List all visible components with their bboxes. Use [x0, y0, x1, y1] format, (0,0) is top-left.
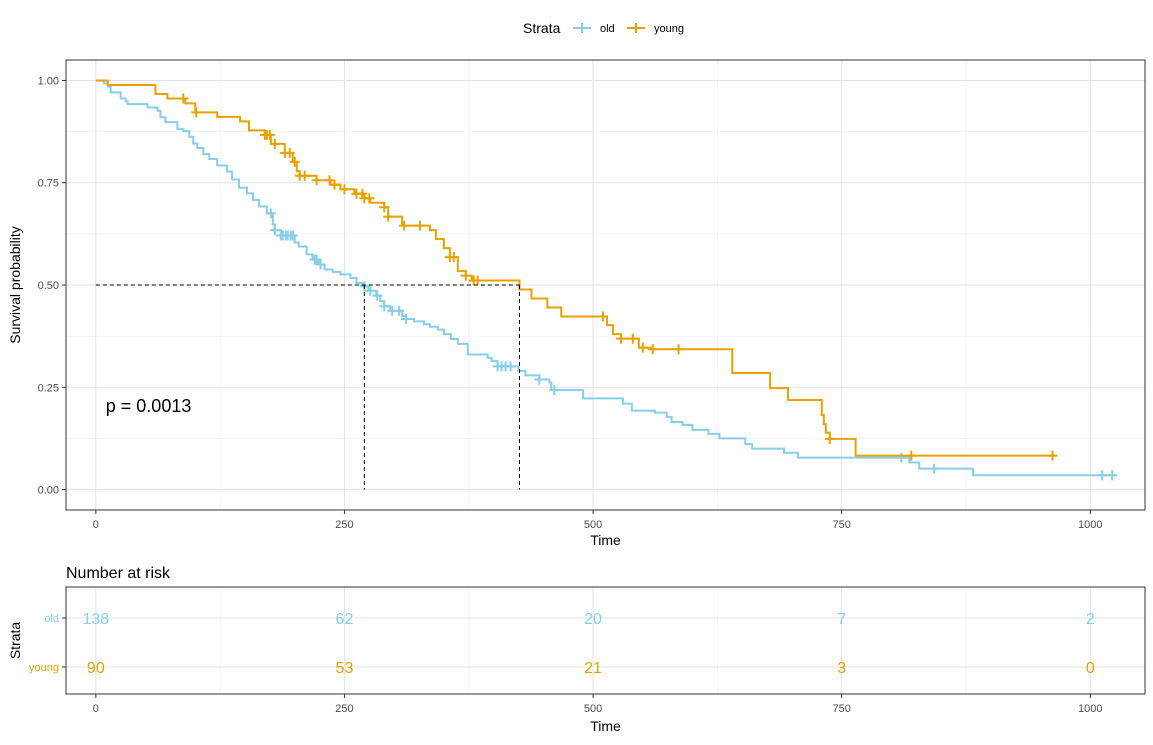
x-tick-label: 750 — [833, 519, 851, 531]
censor-mark-young — [311, 175, 322, 186]
x-tick-label: 0 — [93, 519, 99, 531]
censor-mark-old — [534, 374, 545, 385]
censor-mark-young — [472, 275, 483, 286]
x-tick-label: 1000 — [1078, 519, 1102, 531]
censor-mark-young — [379, 202, 390, 213]
risk-x-axis-title: Time — [590, 718, 621, 734]
censor-mark-young — [364, 193, 375, 204]
survival-curve-old — [95, 79, 1116, 477]
legend-key-mark-old — [577, 23, 587, 33]
risk-table-title: Number at risk — [66, 565, 171, 582]
x-tick-label: 500 — [584, 519, 602, 531]
risk-table: Number at risk old 138 62 20 7 2 young 90 53 21 3 0 0… — [7, 565, 1146, 734]
censor-mark-young — [627, 333, 638, 344]
risk-table-border — [65, 586, 1146, 695]
y-tick-label: 0.00 — [38, 485, 59, 497]
risk-x-tick-label: 1000 — [1078, 703, 1102, 715]
legend-label-old: old — [600, 23, 615, 35]
y-tick-label: 0.50 — [38, 280, 59, 292]
risk-count-young: 21 — [584, 660, 602, 677]
censor-mark-young — [448, 252, 459, 263]
legend-key-mark-young — [631, 23, 641, 33]
censor-mark-old — [315, 259, 326, 270]
censor-mark-young — [383, 211, 394, 222]
censor-mark-young — [615, 333, 626, 344]
risk-count-young: 3 — [837, 660, 846, 677]
series-young — [95, 79, 1058, 461]
censor-mark-old — [379, 301, 390, 312]
survival-curve-young — [95, 79, 1056, 457]
series-old — [95, 79, 1118, 481]
censor-mark-old — [372, 290, 383, 301]
censor-mark-old — [505, 361, 516, 372]
censor-mark-young — [339, 184, 350, 195]
censor-mark-old — [365, 285, 376, 296]
censor-mark-old — [394, 305, 405, 316]
risk-count-old: 7 — [837, 611, 846, 628]
censor-mark-young — [178, 93, 189, 104]
censor-mark-old — [269, 225, 280, 236]
y-axis-title: Survival probability — [7, 226, 23, 344]
risk-count-young: 0 — [1086, 660, 1095, 677]
y-tick-label: 0.25 — [38, 382, 59, 394]
risk-count-old: 20 — [584, 611, 602, 628]
censor-mark-young — [647, 344, 658, 355]
risk-count-old: 138 — [82, 611, 109, 628]
censor-mark-old — [929, 463, 940, 474]
censor-mark-young — [598, 311, 609, 322]
censor-mark-young — [329, 179, 340, 190]
censor-mark-old — [896, 452, 907, 463]
p-value-annotation: p = 0.0013 — [106, 396, 192, 416]
risk-count-young: 53 — [336, 660, 354, 677]
risk-y-axis-title: Strata — [7, 622, 23, 660]
censor-mark-old — [401, 313, 412, 324]
censor-mark-young — [264, 129, 275, 140]
censor-mark-young — [673, 344, 684, 355]
censor-mark-young — [269, 138, 280, 149]
censor-mark-old — [1107, 470, 1118, 481]
censor-mark-young — [824, 433, 835, 444]
risk-row-label-young: young — [29, 662, 59, 674]
risk-row-label-old: old — [44, 613, 59, 625]
risk-count-young: 90 — [87, 660, 105, 677]
legend: Strata old young — [523, 20, 684, 36]
censor-mark-old — [265, 208, 276, 219]
censor-mark-young — [299, 170, 310, 181]
censor-mark-young — [415, 220, 426, 231]
censor-mark-old — [549, 385, 560, 396]
censor-mark-young — [399, 220, 410, 231]
y-tick-label: 1.00 — [38, 75, 59, 87]
risk-x-tick-label: 500 — [584, 703, 602, 715]
risk-x-tick-label: 250 — [335, 703, 353, 715]
x-axis-title: Time — [590, 532, 621, 548]
km-panel: 0 250 500 750 1000 0.00 0.25 0.50 0.75 1.00 Time Su… — [7, 59, 1146, 548]
censor-mark-young — [289, 156, 300, 167]
legend-title: Strata — [523, 20, 561, 36]
censor-mark-young — [357, 188, 368, 199]
censor-mark-young — [460, 270, 471, 281]
censor-mark-young — [1047, 450, 1058, 461]
risk-x-tick-label: 0 — [93, 703, 99, 715]
censor-mark-young — [191, 107, 202, 118]
censor-mark-young — [906, 450, 917, 461]
censor-mark-old — [1097, 470, 1108, 481]
legend-label-young: young — [654, 23, 684, 35]
censor-mark-young — [284, 147, 295, 158]
risk-count-old: 62 — [336, 611, 354, 628]
risk-x-tick-label: 750 — [833, 703, 851, 715]
x-tick-label: 250 — [335, 519, 353, 531]
censor-mark-young — [637, 342, 648, 353]
risk-count-old: 2 — [1086, 611, 1095, 628]
y-tick-label: 0.75 — [38, 178, 59, 190]
censor-mark-old — [287, 230, 298, 241]
censor-mark-young — [324, 175, 335, 186]
